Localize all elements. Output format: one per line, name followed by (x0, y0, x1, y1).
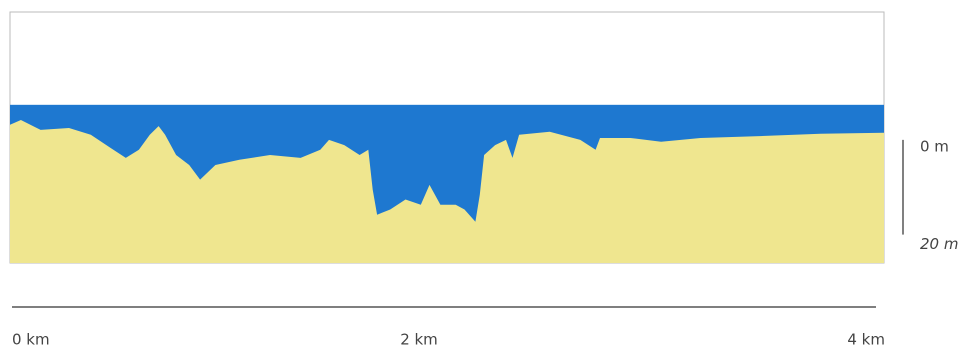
x-tick-label: 4 km (847, 331, 885, 348)
plot (10, 105, 884, 263)
chart: 0 m 20 m 0 km 2 km 4 km (0, 0, 972, 348)
page: 0 m20 m0 km2 km4 km (() => { const data … (0, 0, 972, 348)
x-tick-label: 0 km (12, 331, 50, 348)
x-tick-label: 2 km (400, 331, 438, 348)
y-tick-label: 0 m (920, 137, 949, 155)
y-tick-label: 20 m (920, 235, 958, 253)
